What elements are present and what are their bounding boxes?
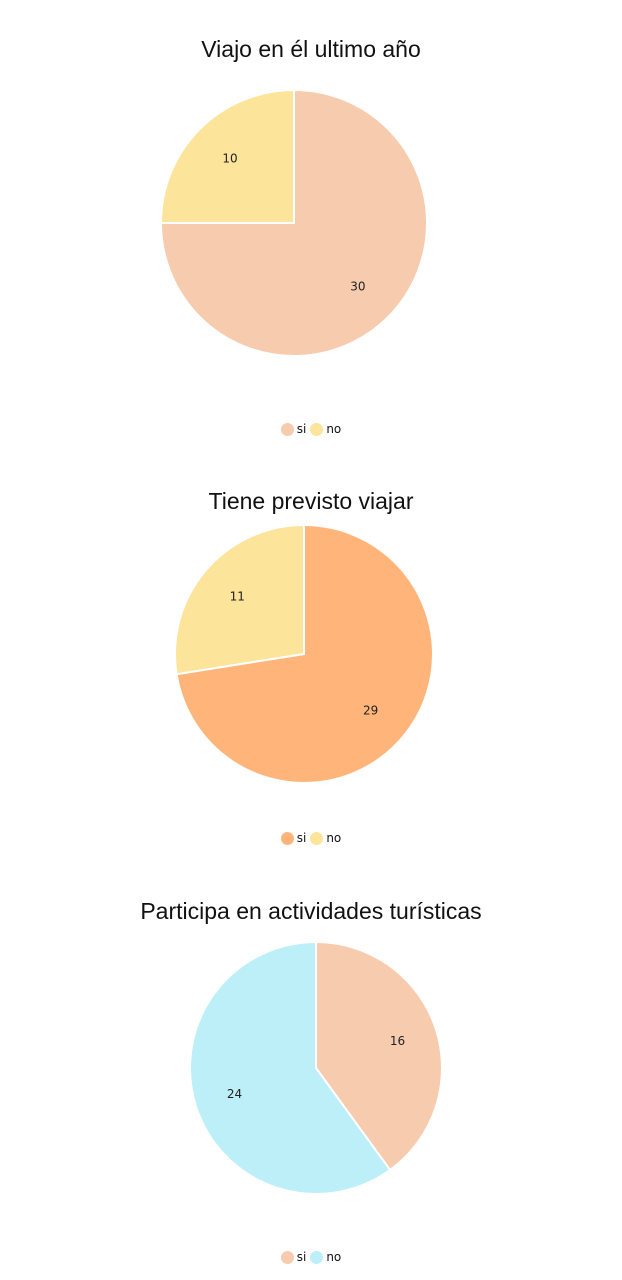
slice-value-label-no: 24: [227, 1087, 242, 1101]
chart-2-pie: 29 11: [174, 523, 434, 784]
legend-item-si: si: [280, 831, 307, 845]
legend-item-no: no: [310, 831, 341, 845]
legend-label-si: si: [296, 1250, 307, 1264]
chart-1-legend: si no: [0, 422, 622, 436]
legend-item-si: si: [280, 422, 307, 436]
legend-item-no: no: [310, 422, 341, 436]
chart-1-pie: 30 10: [159, 88, 428, 357]
slice-value-label-si: 16: [390, 1034, 405, 1048]
legend-swatch-si: [280, 831, 294, 845]
pie-slice-no: [189, 940, 392, 1195]
legend-item-no: no: [310, 1250, 341, 1264]
chart-1-title: Viajo en él ultimo año: [201, 36, 421, 62]
slice-value-label-no: 11: [230, 590, 245, 604]
chart-2-legend: si no: [0, 831, 622, 845]
legend-label-no: no: [326, 831, 342, 845]
legend-swatch-no: [310, 422, 324, 436]
legend-label-si: si: [296, 831, 307, 845]
legend-item-si: si: [280, 1250, 307, 1264]
chart-3-legend: si no: [0, 1250, 622, 1264]
legend-label-si: si: [296, 422, 307, 436]
legend-swatch-no: [310, 1250, 324, 1264]
pie-slice-no: [159, 88, 295, 224]
slice-value-label-no: 10: [222, 152, 237, 166]
chart-3-title: Participa en actividades turísticas: [140, 898, 482, 924]
legend-label-no: no: [326, 1250, 342, 1264]
legend-swatch-si: [280, 422, 294, 436]
slice-value-label-si: 29: [363, 703, 378, 717]
legend-swatch-no: [310, 831, 324, 845]
chart-2-title: Tiene previsto viajar: [208, 488, 414, 514]
legend-label-no: no: [326, 422, 342, 436]
legend-swatch-si: [280, 1250, 294, 1264]
slice-value-label-si: 30: [350, 279, 365, 293]
pie-slice-no: [174, 523, 305, 676]
pie-slice-si: [315, 940, 443, 1172]
